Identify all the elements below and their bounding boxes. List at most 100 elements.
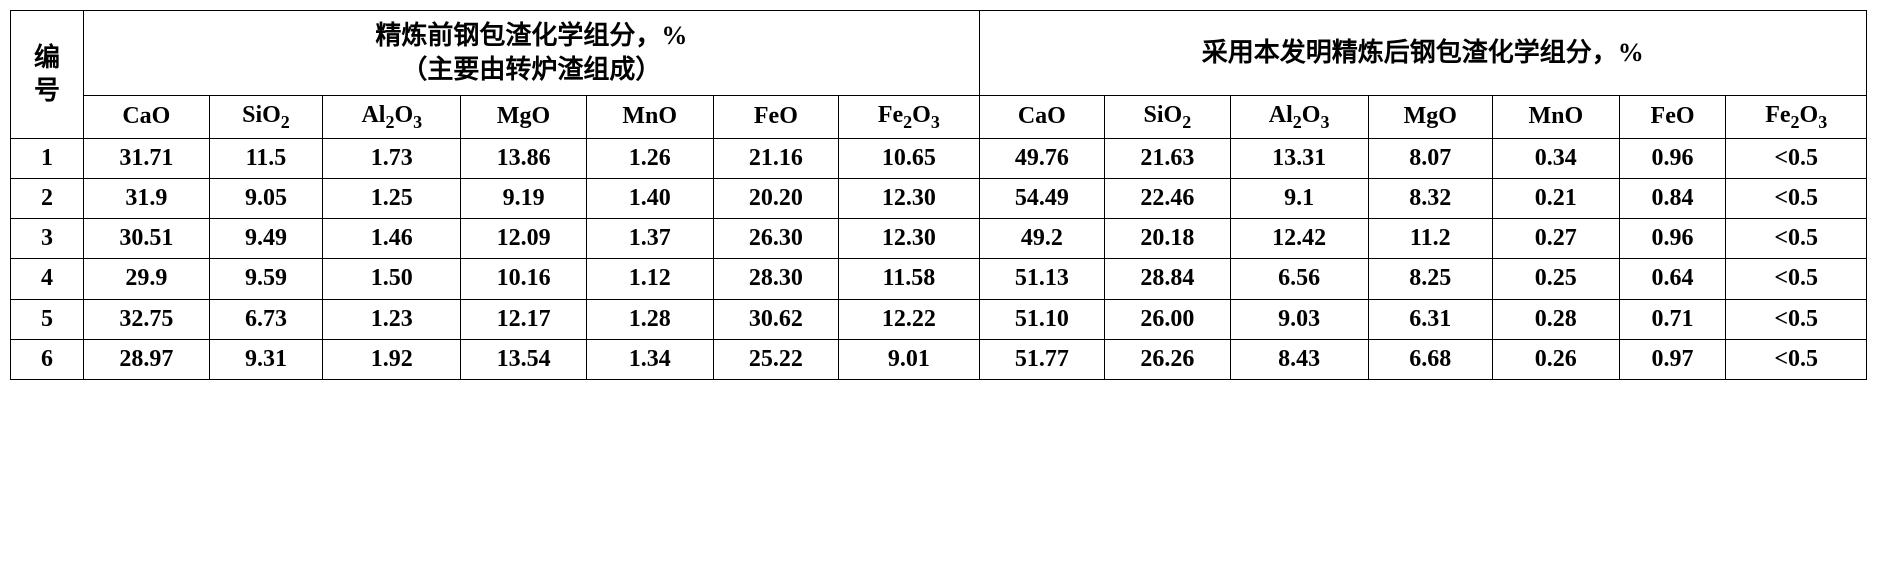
cell-after: 22.46 [1105, 178, 1231, 218]
cell-before: 1.12 [586, 259, 713, 299]
cell-before: 9.01 [839, 339, 979, 379]
cell-after: <0.5 [1726, 138, 1867, 178]
cell-before: 9.59 [209, 259, 323, 299]
cell-before: 10.65 [839, 138, 979, 178]
cell-after: 26.00 [1105, 299, 1231, 339]
cell-after: 0.96 [1619, 138, 1726, 178]
cell-after: 12.42 [1230, 219, 1368, 259]
rownum-label-line1: 编 [34, 43, 60, 72]
cell-before: 21.16 [713, 138, 839, 178]
cell-after: 8.32 [1368, 178, 1492, 218]
cell-after: 13.31 [1230, 138, 1368, 178]
cell-before: 25.22 [713, 339, 839, 379]
cell-after: 49.2 [979, 219, 1105, 259]
col-fe2o3-after: Fe2O3 [1726, 95, 1867, 138]
group2-label: 采用本发明精炼后钢包渣化学组分，% [1202, 38, 1644, 67]
cell-after: 0.34 [1492, 138, 1619, 178]
cell-before: 1.40 [586, 178, 713, 218]
cell-after: 0.28 [1492, 299, 1619, 339]
cell-before: 9.05 [209, 178, 323, 218]
row-number: 4 [11, 259, 84, 299]
cell-before: 1.46 [323, 219, 461, 259]
rownum-header: 编 号 [11, 11, 84, 139]
cell-after: 21.63 [1105, 138, 1231, 178]
cell-after: <0.5 [1726, 259, 1867, 299]
cell-after: 20.18 [1105, 219, 1231, 259]
cell-before: 12.30 [839, 219, 979, 259]
cell-before: 1.50 [323, 259, 461, 299]
cell-after: 26.26 [1105, 339, 1231, 379]
cell-after: 8.25 [1368, 259, 1492, 299]
cell-after: <0.5 [1726, 178, 1867, 218]
cell-before: 1.73 [323, 138, 461, 178]
col-mgo-before: MgO [461, 95, 587, 138]
cell-after: 0.71 [1619, 299, 1726, 339]
col-sio2-before: SiO2 [209, 95, 323, 138]
cell-after: <0.5 [1726, 339, 1867, 379]
cell-before: 1.26 [586, 138, 713, 178]
col-al2o3-before: Al2O3 [323, 95, 461, 138]
cell-before: 1.28 [586, 299, 713, 339]
cell-before: 20.20 [713, 178, 839, 218]
cell-before: 30.62 [713, 299, 839, 339]
cell-before: 31.71 [84, 138, 210, 178]
cell-after: 0.96 [1619, 219, 1726, 259]
cell-after: 0.64 [1619, 259, 1726, 299]
group1-line1: 精炼前钢包渣化学组分，% [375, 21, 687, 50]
cell-before: 13.54 [461, 339, 587, 379]
cell-before: 28.97 [84, 339, 210, 379]
cell-before: 12.30 [839, 178, 979, 218]
cell-before: 12.22 [839, 299, 979, 339]
header-group-after: 采用本发明精炼后钢包渣化学组分，% [979, 11, 1866, 96]
cell-after: <0.5 [1726, 219, 1867, 259]
col-fe2o3-before: Fe2O3 [839, 95, 979, 138]
col-mno-before: MnO [586, 95, 713, 138]
cell-before: 13.86 [461, 138, 587, 178]
row-number: 1 [11, 138, 84, 178]
cell-before: 9.49 [209, 219, 323, 259]
cell-before: 6.73 [209, 299, 323, 339]
cell-after: 0.84 [1619, 178, 1726, 218]
table-row: 628.979.311.9213.541.3425.229.0151.7726.… [11, 339, 1867, 379]
cell-after: 6.31 [1368, 299, 1492, 339]
cell-before: 9.19 [461, 178, 587, 218]
col-cao-after: CaO [979, 95, 1105, 138]
cell-after: 0.27 [1492, 219, 1619, 259]
cell-before: 29.9 [84, 259, 210, 299]
col-feo-after: FeO [1619, 95, 1726, 138]
table-row: 231.99.051.259.191.4020.2012.3054.4922.4… [11, 178, 1867, 218]
col-mno-after: MnO [1492, 95, 1619, 138]
cell-before: 11.58 [839, 259, 979, 299]
header-row-columns: CaO SiO2 Al2O3 MgO MnO FeO Fe2O3 CaO SiO… [11, 95, 1867, 138]
cell-before: 28.30 [713, 259, 839, 299]
cell-before: 32.75 [84, 299, 210, 339]
row-number: 2 [11, 178, 84, 218]
cell-after: 6.68 [1368, 339, 1492, 379]
cell-before: 1.23 [323, 299, 461, 339]
cell-after: 0.25 [1492, 259, 1619, 299]
header-row-groups: 编 号 精炼前钢包渣化学组分，% （主要由转炉渣组成） 采用本发明精炼后钢包渣化… [11, 11, 1867, 96]
col-feo-before: FeO [713, 95, 839, 138]
table-row: 429.99.591.5010.161.1228.3011.5851.1328.… [11, 259, 1867, 299]
cell-before: 12.17 [461, 299, 587, 339]
col-al2o3-after: Al2O3 [1230, 95, 1368, 138]
group1-line2: （主要由转炉渣组成） [401, 55, 661, 84]
cell-before: 1.92 [323, 339, 461, 379]
row-number: 6 [11, 339, 84, 379]
cell-after: 0.21 [1492, 178, 1619, 218]
cell-before: 9.31 [209, 339, 323, 379]
cell-before: 1.34 [586, 339, 713, 379]
cell-before: 1.37 [586, 219, 713, 259]
cell-before: 26.30 [713, 219, 839, 259]
col-mgo-after: MgO [1368, 95, 1492, 138]
cell-after: 49.76 [979, 138, 1105, 178]
cell-before: 11.5 [209, 138, 323, 178]
rownum-label-line2: 号 [34, 76, 60, 105]
cell-before: 31.9 [84, 178, 210, 218]
header-group-before: 精炼前钢包渣化学组分，% （主要由转炉渣组成） [84, 11, 980, 96]
slag-composition-table: 编 号 精炼前钢包渣化学组分，% （主要由转炉渣组成） 采用本发明精炼后钢包渣化… [10, 10, 1867, 380]
cell-after: 51.13 [979, 259, 1105, 299]
cell-before: 10.16 [461, 259, 587, 299]
cell-after: 51.10 [979, 299, 1105, 339]
cell-after: 51.77 [979, 339, 1105, 379]
